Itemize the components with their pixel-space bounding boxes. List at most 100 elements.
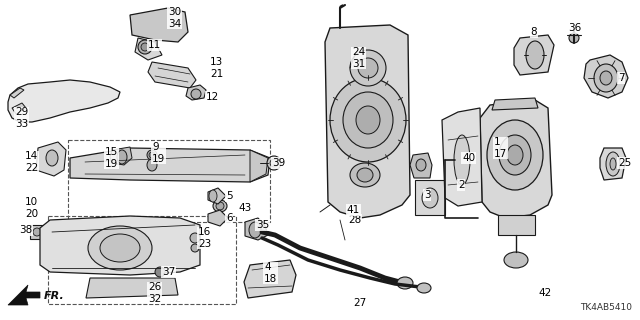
Text: 35: 35 bbox=[256, 220, 269, 230]
Text: 37: 37 bbox=[162, 267, 175, 277]
Polygon shape bbox=[86, 278, 178, 298]
Polygon shape bbox=[480, 100, 552, 218]
Polygon shape bbox=[110, 147, 132, 165]
Text: TK4AB5410: TK4AB5410 bbox=[580, 303, 632, 312]
Text: 13
21: 13 21 bbox=[210, 57, 223, 79]
Ellipse shape bbox=[155, 267, 165, 277]
Ellipse shape bbox=[343, 92, 393, 148]
Polygon shape bbox=[8, 80, 120, 122]
Polygon shape bbox=[208, 210, 228, 226]
Polygon shape bbox=[148, 62, 196, 88]
Text: 38: 38 bbox=[19, 225, 32, 235]
Ellipse shape bbox=[270, 159, 278, 167]
Bar bbox=[30, 225, 44, 239]
Polygon shape bbox=[130, 8, 188, 42]
Ellipse shape bbox=[504, 252, 528, 268]
Ellipse shape bbox=[454, 135, 470, 185]
Ellipse shape bbox=[149, 152, 155, 158]
Bar bbox=[68, 140, 270, 222]
Polygon shape bbox=[584, 55, 628, 98]
Polygon shape bbox=[600, 148, 626, 180]
Ellipse shape bbox=[350, 50, 386, 86]
Ellipse shape bbox=[190, 233, 200, 243]
Ellipse shape bbox=[397, 277, 413, 289]
Text: 3: 3 bbox=[424, 190, 431, 200]
Ellipse shape bbox=[267, 156, 281, 170]
Ellipse shape bbox=[147, 159, 157, 171]
Polygon shape bbox=[492, 98, 538, 110]
Text: 24
31: 24 31 bbox=[352, 47, 365, 69]
Text: 42: 42 bbox=[538, 288, 551, 298]
Polygon shape bbox=[245, 218, 268, 240]
Polygon shape bbox=[36, 142, 66, 176]
Text: 11: 11 bbox=[148, 40, 161, 50]
Ellipse shape bbox=[88, 226, 152, 270]
Polygon shape bbox=[70, 148, 270, 182]
Ellipse shape bbox=[213, 200, 227, 212]
Polygon shape bbox=[244, 260, 296, 298]
Text: 10
20: 10 20 bbox=[25, 197, 38, 219]
Polygon shape bbox=[250, 150, 268, 182]
Ellipse shape bbox=[358, 58, 378, 78]
Ellipse shape bbox=[249, 222, 261, 238]
Text: 29
33: 29 33 bbox=[15, 107, 28, 129]
Bar bbox=[415, 180, 445, 215]
Text: 5: 5 bbox=[226, 191, 232, 201]
Text: FR.: FR. bbox=[44, 291, 65, 301]
Ellipse shape bbox=[507, 145, 523, 165]
Text: 2: 2 bbox=[458, 180, 465, 190]
Bar bbox=[48, 216, 236, 304]
Text: 30
34: 30 34 bbox=[168, 7, 181, 29]
Ellipse shape bbox=[209, 190, 217, 202]
Ellipse shape bbox=[350, 163, 380, 187]
Ellipse shape bbox=[216, 202, 224, 210]
Ellipse shape bbox=[422, 188, 438, 208]
Polygon shape bbox=[498, 215, 535, 235]
Text: 4
18: 4 18 bbox=[264, 262, 277, 284]
Text: 8: 8 bbox=[531, 27, 538, 37]
Polygon shape bbox=[135, 38, 162, 60]
Text: 27: 27 bbox=[353, 298, 367, 308]
Ellipse shape bbox=[357, 168, 373, 182]
Polygon shape bbox=[12, 103, 26, 114]
Polygon shape bbox=[186, 85, 206, 100]
Text: 25: 25 bbox=[618, 158, 631, 168]
Text: 41: 41 bbox=[347, 205, 360, 215]
Text: 36: 36 bbox=[568, 23, 581, 33]
Polygon shape bbox=[10, 88, 24, 98]
Text: 39: 39 bbox=[272, 158, 285, 168]
Text: 6: 6 bbox=[226, 213, 232, 223]
Ellipse shape bbox=[191, 89, 201, 99]
Text: 40: 40 bbox=[462, 153, 475, 163]
Text: 26
32: 26 32 bbox=[148, 282, 161, 304]
Text: 1
17: 1 17 bbox=[494, 137, 508, 159]
Ellipse shape bbox=[33, 228, 41, 236]
Text: 28: 28 bbox=[348, 215, 361, 225]
Ellipse shape bbox=[594, 64, 618, 92]
Ellipse shape bbox=[610, 158, 616, 170]
Polygon shape bbox=[325, 25, 410, 218]
Polygon shape bbox=[40, 216, 200, 275]
Text: 43: 43 bbox=[238, 203, 252, 213]
Polygon shape bbox=[208, 188, 226, 204]
Polygon shape bbox=[514, 35, 554, 75]
Ellipse shape bbox=[100, 234, 140, 262]
Ellipse shape bbox=[569, 33, 579, 43]
Ellipse shape bbox=[499, 135, 531, 175]
Ellipse shape bbox=[46, 150, 58, 166]
Ellipse shape bbox=[606, 152, 620, 176]
Ellipse shape bbox=[526, 41, 544, 69]
Polygon shape bbox=[410, 153, 432, 178]
Ellipse shape bbox=[191, 244, 199, 252]
Ellipse shape bbox=[417, 283, 431, 293]
Polygon shape bbox=[442, 108, 482, 206]
Text: 15
19: 15 19 bbox=[105, 147, 118, 169]
Ellipse shape bbox=[117, 150, 127, 164]
Ellipse shape bbox=[138, 40, 152, 54]
Ellipse shape bbox=[416, 159, 426, 171]
Text: 12: 12 bbox=[206, 92, 220, 102]
Ellipse shape bbox=[356, 106, 380, 134]
Text: 9
19: 9 19 bbox=[152, 142, 165, 164]
Ellipse shape bbox=[141, 43, 149, 51]
Ellipse shape bbox=[487, 120, 543, 190]
